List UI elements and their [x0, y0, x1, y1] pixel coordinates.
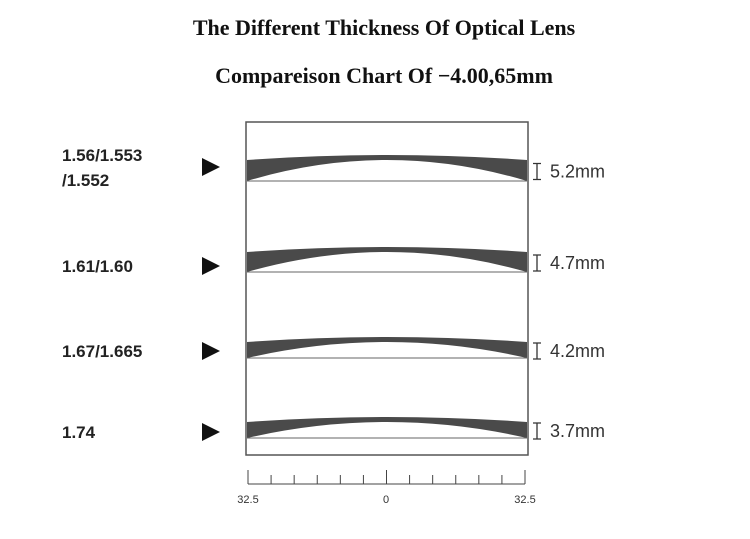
lens [247, 155, 527, 181]
lens-label: 1.74 [62, 423, 96, 442]
thickness: 4.7mm [550, 253, 605, 273]
axis-label: 0 [383, 494, 389, 506]
bracket [533, 422, 541, 440]
lens [247, 417, 527, 438]
thickness: 3.7mm [550, 421, 605, 441]
lens [247, 337, 527, 358]
thickness: 5.2mm [550, 162, 605, 182]
lens-label: 1.56/1.553 [62, 146, 142, 165]
subtitle: Compareison Chart Of −4.00,65mm [215, 63, 553, 88]
title: The Different Thickness Of Optical Lens [193, 15, 576, 40]
lens-label: 1.67/1.665 [62, 342, 142, 361]
arrow [202, 423, 220, 441]
lens [247, 247, 527, 272]
bracket [533, 254, 541, 272]
lens-label: 1.61/1.60 [62, 257, 133, 276]
bracket [533, 342, 541, 360]
thickness: 4.2mm [550, 341, 605, 361]
axis-label: 32.5 [237, 494, 258, 506]
axis-label: 32.5 [514, 494, 535, 506]
arrow [202, 257, 220, 275]
lens-label: /1.552 [62, 171, 109, 190]
frame [245, 121, 529, 456]
bracket [533, 162, 541, 181]
arrow [202, 342, 220, 360]
arrow [202, 158, 220, 176]
